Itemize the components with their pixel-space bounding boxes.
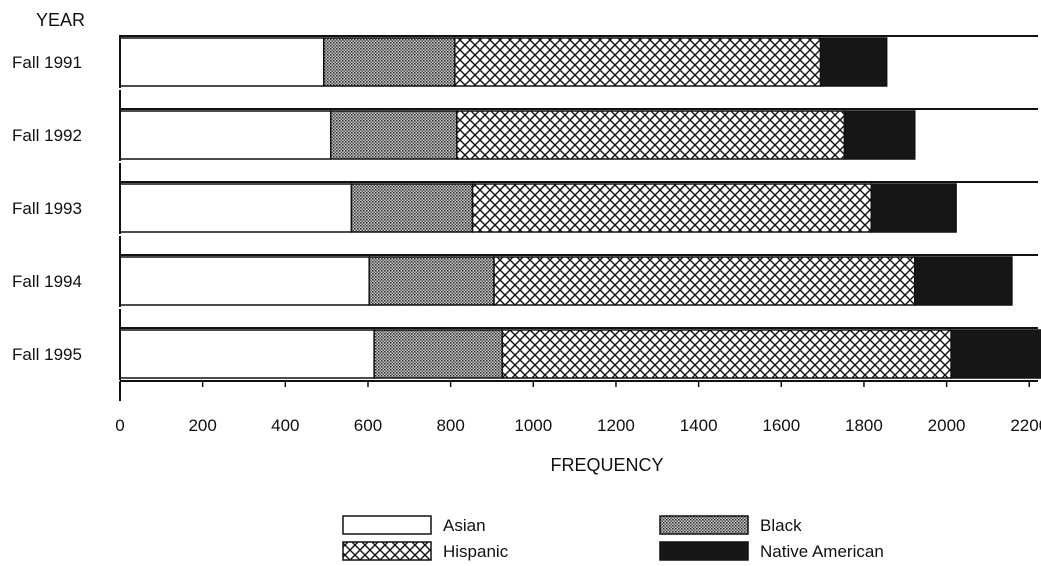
x-tick-label: 1200 xyxy=(597,416,635,435)
row-frames xyxy=(119,35,1038,401)
category-label: Fall 1994 xyxy=(12,272,82,291)
x-tick-label: 1400 xyxy=(680,416,718,435)
bars-layer xyxy=(119,37,1041,379)
bar-black xyxy=(323,37,456,87)
row-frame xyxy=(119,327,1038,380)
legend-swatch-native-american xyxy=(659,541,749,561)
category-label: Fall 1993 xyxy=(12,199,82,218)
bar-asian xyxy=(119,256,370,306)
bar-hispanic xyxy=(493,256,916,306)
legend-swatch-asian xyxy=(342,515,432,535)
bar-native-american xyxy=(914,256,1013,306)
bar-asian xyxy=(119,110,332,160)
bar-asian xyxy=(119,183,353,233)
legend-label-asian: Asian xyxy=(443,516,486,535)
bar-native-american xyxy=(819,37,888,87)
x-tick-label: 0 xyxy=(115,416,124,435)
legend: Asian Black Hispanic Native American xyxy=(342,515,884,561)
x-axis-title: FREQUENCY xyxy=(550,455,663,475)
bar-native-american xyxy=(870,183,957,233)
row-frame xyxy=(119,254,1038,307)
legend-swatch-hispanic xyxy=(342,541,432,561)
bar-native-american xyxy=(950,329,1041,379)
legend-label-native-american: Native American xyxy=(760,542,884,561)
bar-hispanic xyxy=(471,183,873,233)
row-frame xyxy=(119,35,1038,88)
x-tick-label: 2000 xyxy=(928,416,966,435)
row-frame xyxy=(119,181,1038,234)
bar-hispanic xyxy=(456,110,846,160)
x-tick-label: 600 xyxy=(354,416,382,435)
legend-label-black: Black xyxy=(760,516,802,535)
bar-hispanic xyxy=(501,329,952,379)
category-label: Fall 1995 xyxy=(12,345,82,364)
bar-native-american xyxy=(843,110,916,160)
category-label: Fall 1992 xyxy=(12,126,82,145)
y-axis-title: YEAR xyxy=(36,10,85,30)
bar-asian xyxy=(119,37,325,87)
x-tick-label: 200 xyxy=(188,416,216,435)
category-label: Fall 1991 xyxy=(12,53,82,72)
x-ticks: 0 200 400 600 800 1000 1200 1400 1600 1800 2000 220… xyxy=(115,381,1041,435)
x-tick-label: 400 xyxy=(271,416,299,435)
x-tick-label: 1800 xyxy=(845,416,883,435)
row-frame xyxy=(119,108,1038,161)
category-labels: Fall 1991 Fall 1992 Fall 1993 Fall 1994 Fall… xyxy=(12,53,82,364)
bar-black xyxy=(330,110,458,160)
x-tick-label: 1600 xyxy=(762,416,800,435)
x-axis: 0 200 400 600 800 1000 1200 1400 1600 1800 2000 220… xyxy=(115,380,1041,435)
legend-label-hispanic: Hispanic xyxy=(443,542,509,561)
bar-black xyxy=(350,183,474,233)
x-tick-label: 800 xyxy=(436,416,464,435)
bar-asian xyxy=(119,329,375,379)
bar-black xyxy=(373,329,504,379)
bar-hispanic xyxy=(454,37,822,87)
x-tick-label: 2200 xyxy=(1010,416,1041,435)
x-tick-label: 1000 xyxy=(514,416,552,435)
bar-black xyxy=(368,256,495,306)
legend-swatch-black xyxy=(659,515,749,535)
